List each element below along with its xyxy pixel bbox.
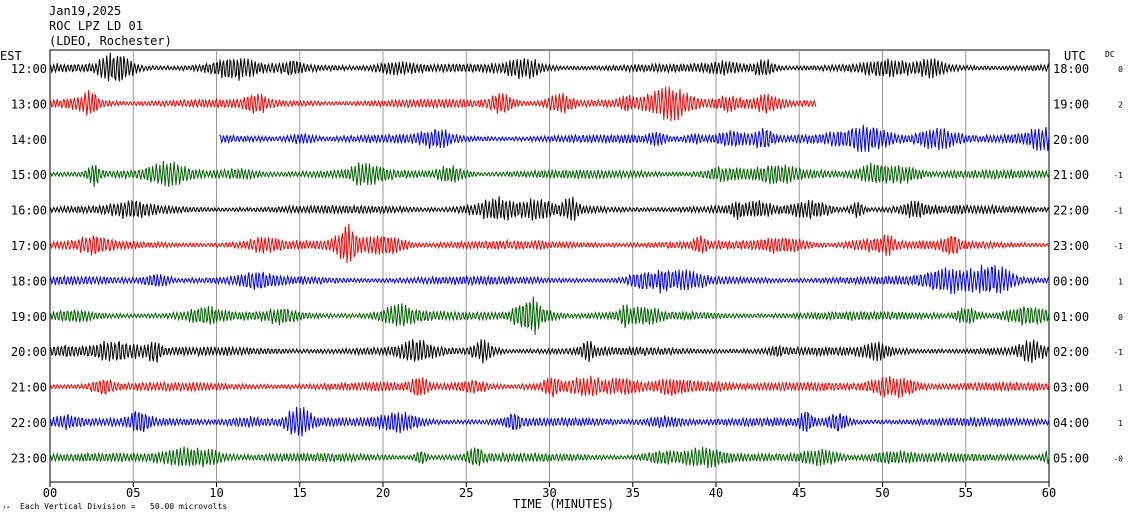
x-tick-label: 05 [126, 486, 140, 500]
est-hour-label: 23:00 [11, 451, 47, 465]
trace-1400 [219, 124, 1050, 152]
est-hour-label: 16:00 [11, 204, 47, 218]
est-hour-label: 13:00 [11, 97, 47, 111]
traces [49, 52, 1050, 469]
est-hour-label: 20:00 [11, 345, 47, 359]
utc-hour-label: 00:00 [1053, 274, 1089, 288]
date-label: Jan19,2025 [49, 4, 122, 18]
dc-offset-label: 2 [1118, 100, 1123, 109]
utc-hour-label: 04:00 [1053, 416, 1089, 430]
utc-zone-label: UTC [1064, 49, 1086, 63]
trace-1200 [49, 52, 1050, 82]
utc-hour-label: 05:00 [1053, 451, 1089, 465]
network-label: (LDEO, Rochester) [49, 34, 172, 48]
scale-note: Each Vertical Division = 50.00 microvolt… [20, 502, 227, 511]
est-hour-label: 18:00 [11, 274, 47, 288]
dc-offset-label: 1 [1118, 384, 1123, 393]
x-tick-label: 10 [209, 486, 223, 500]
utc-hour-label: 03:00 [1053, 381, 1089, 395]
dc-offset-label: -1 [1113, 348, 1123, 357]
est-hour-label: 14:00 [11, 133, 47, 147]
est-hour-label: 12:00 [11, 62, 47, 76]
x-tick-label: 40 [709, 486, 723, 500]
utc-hour-label: 19:00 [1053, 97, 1089, 111]
est-hour-label: 19:00 [11, 310, 47, 324]
utc-hour-label: 22:00 [1053, 204, 1089, 218]
trace-2000 [49, 339, 1050, 364]
x-tick-label: 45 [792, 486, 806, 500]
est-hour-label: 21:00 [11, 381, 47, 395]
trace-1900 [49, 296, 1050, 335]
est-hour-label: 17:00 [11, 239, 47, 253]
corner-mark-icon: ᴶᴬ [2, 504, 10, 513]
dc-header-label: DC [1105, 50, 1115, 59]
utc-hour-label: 23:00 [1053, 239, 1089, 253]
x-tick-label: 20 [376, 486, 390, 500]
station-label: ROC LPZ LD 01 [49, 19, 143, 33]
utc-hour-label: 02:00 [1053, 345, 1089, 359]
utc-hour-label: 01:00 [1053, 310, 1089, 324]
est-hour-labels: 12:00 13:00 14:00 15:00 16:00 17:00 18:00 19:00… [11, 62, 47, 465]
x-tick-label: 35 [626, 486, 640, 500]
dc-offset-label: 1 [1118, 277, 1123, 286]
trace-1300 [49, 86, 817, 122]
trace-2300 [49, 446, 1050, 469]
utc-hour-label: 21:00 [1053, 168, 1089, 182]
dc-offset-label: 1 [1118, 419, 1123, 428]
est-zone-label: EST [0, 49, 22, 63]
est-hour-label: 22:00 [11, 416, 47, 430]
utc-hour-label: 18:00 [1053, 62, 1089, 76]
x-tick-label: 00 [43, 486, 57, 500]
dc-offset-label: -0 [1113, 454, 1123, 463]
dc-offset-label: -1 [1113, 171, 1123, 180]
trace-2200 [49, 406, 1050, 437]
trace-1500 [49, 161, 1050, 188]
x-tick-label: 15 [293, 486, 307, 500]
x-tick-label: 25 [459, 486, 473, 500]
trace-1600 [49, 196, 1050, 221]
x-tick-label: 55 [959, 486, 973, 500]
dc-offset-labels: 0 2 -1 -1 -1 1 0 -1 1 1 -0 [1113, 65, 1123, 463]
dc-offset-label: -1 [1113, 207, 1123, 216]
dc-offset-label: 0 [1118, 313, 1123, 322]
est-hour-label: 15:00 [11, 168, 47, 182]
utc-hour-labels: 18:00 19:00 20:00 21:00 22:00 23:00 00:00 01:00… [1053, 62, 1089, 465]
dc-offset-label: 0 [1118, 65, 1123, 74]
dc-offset-label: -1 [1113, 242, 1123, 251]
trace-1700 [49, 223, 1050, 263]
grid [49, 49, 1050, 483]
utc-hour-label: 20:00 [1053, 133, 1089, 147]
x-tick-label: 30 [542, 486, 556, 500]
trace-2100 [49, 375, 1050, 398]
trace-1800 [49, 264, 1050, 295]
x-axis-title: TIME (MINUTES) [513, 497, 614, 511]
x-tick-label: 50 [875, 486, 889, 500]
x-tick-labels: 00 05 10 15 20 25 30 35 40 45 50 55 60 [43, 482, 1056, 500]
x-tick-label: 60 [1042, 486, 1056, 500]
